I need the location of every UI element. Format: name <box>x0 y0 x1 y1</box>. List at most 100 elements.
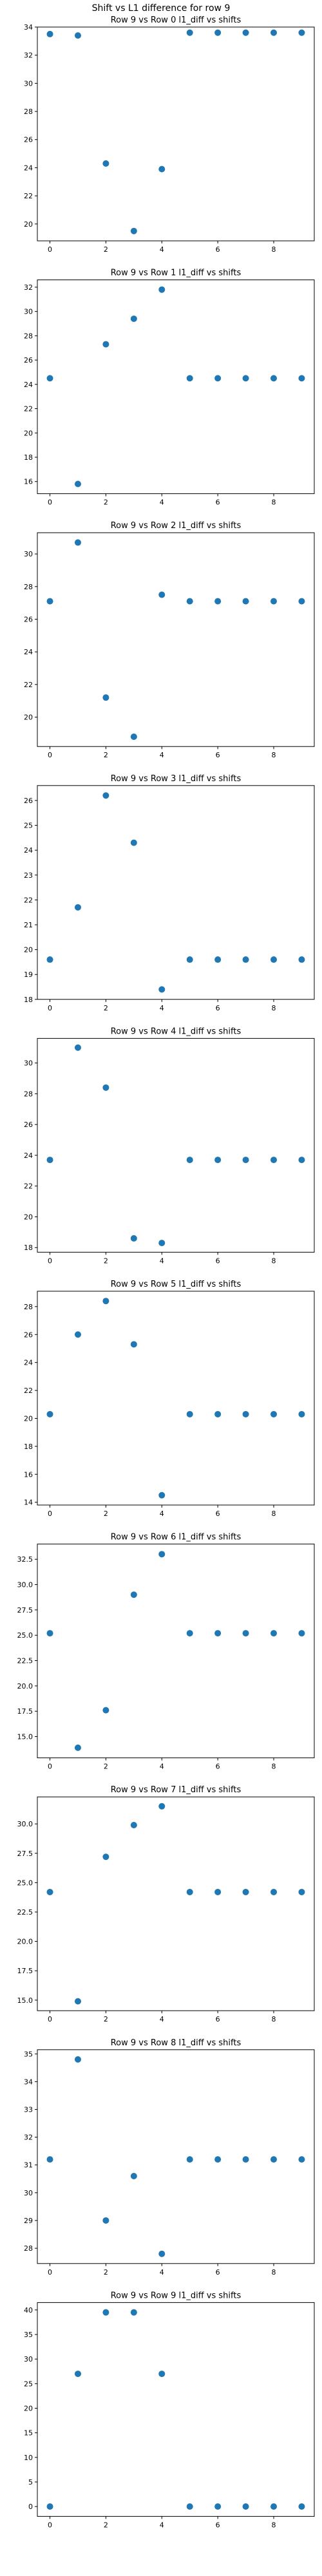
x-tick-label: 4 <box>160 1510 164 1518</box>
axes-frame <box>37 785 315 1000</box>
data-point <box>270 1888 278 1895</box>
x-tick-label: 6 <box>216 498 220 507</box>
data-point <box>298 1888 305 1895</box>
y-tick-label: 17.5 <box>17 1707 33 1716</box>
data-point <box>102 341 109 348</box>
data-point <box>46 2503 53 2510</box>
y-tick-label: 24 <box>24 846 33 855</box>
x-tick-label: 0 <box>48 245 52 254</box>
y-tick-label: 20.0 <box>17 1682 33 1690</box>
x-tick-label: 2 <box>104 1510 108 1518</box>
data-point <box>158 1240 166 1247</box>
y-tick-label: 20 <box>24 1414 33 1423</box>
data-point <box>270 2503 278 2510</box>
y-tick-label: 24 <box>24 1151 33 1160</box>
data-point <box>298 1410 305 1417</box>
data-point <box>214 1630 222 1637</box>
x-tick-label: 4 <box>160 245 164 254</box>
data-point <box>242 1410 249 1417</box>
data-point <box>130 227 137 234</box>
y-tick-label: 24 <box>24 648 33 656</box>
data-point <box>214 1888 222 1895</box>
data-point <box>270 956 278 963</box>
data-point <box>158 2371 166 2378</box>
y-tick-label: 27.5 <box>17 1850 33 1858</box>
panel-8: Row 9 vs Row 8 l1_diff vs shifts 0 2 4 6 8 28 2… <box>24 2038 315 2277</box>
data-point <box>186 598 193 605</box>
data-point <box>102 1298 109 1305</box>
axes-frame <box>37 26 315 242</box>
y-tick-label: 28 <box>24 1090 33 1098</box>
data-point <box>242 29 249 36</box>
y-tick-label: 26 <box>24 136 33 144</box>
data-point <box>46 375 53 382</box>
x-tick-label: 6 <box>216 2268 220 2277</box>
x-tick-label: 2 <box>104 2268 108 2277</box>
data-point <box>298 598 305 605</box>
data-point <box>270 598 278 605</box>
y-tick-label: 30 <box>24 550 33 558</box>
y-tick-label: 20 <box>24 946 33 954</box>
y-tick-label: 35 <box>24 2331 33 2339</box>
data-point <box>46 1630 53 1637</box>
x-tick-label: 2 <box>104 245 108 254</box>
data-point <box>74 904 81 911</box>
data-point <box>74 539 81 546</box>
x-tick-label: 0 <box>48 1763 52 1771</box>
data-point <box>242 956 249 963</box>
x-tick-label: 0 <box>48 2268 52 2277</box>
y-tick-label: 28 <box>24 332 33 340</box>
data-point <box>74 1744 81 1751</box>
y-tick-label: 20 <box>24 714 33 722</box>
x-tick-label: 0 <box>48 498 52 507</box>
x-tick-label: 6 <box>216 2015 220 2023</box>
data-point <box>130 1235 137 1242</box>
panel-title: Row 9 vs Row 7 l1_diff vs shifts <box>111 1785 242 1795</box>
x-tick-label: 6 <box>216 2521 220 2529</box>
data-point <box>270 375 278 382</box>
y-tick-label: 18 <box>24 996 33 1004</box>
x-tick-label: 2 <box>104 751 108 759</box>
x-tick-label: 8 <box>272 245 276 254</box>
data-point <box>158 1803 166 1810</box>
x-tick-label: 2 <box>104 498 108 507</box>
data-point <box>242 1630 249 1637</box>
panel-6: Row 9 vs Row 6 l1_diff vs shifts 0 2 4 6 8 15.… <box>17 1533 315 1771</box>
data-point <box>158 986 166 993</box>
data-point <box>46 30 53 37</box>
y-tick-label: 30.0 <box>17 1581 33 1589</box>
y-tick-label: 30 <box>24 2189 33 2197</box>
x-tick-label: 0 <box>48 2015 52 2023</box>
data-point <box>298 375 305 382</box>
data-point <box>214 2503 222 2510</box>
y-tick-label: 25 <box>24 2380 33 2388</box>
data-point <box>102 1853 109 1861</box>
x-tick-label: 8 <box>272 2015 276 2023</box>
data-point <box>130 733 137 740</box>
data-point <box>46 2156 53 2163</box>
data-point <box>158 286 166 293</box>
data-point <box>214 956 222 963</box>
y-tick-label: 20 <box>24 2404 33 2412</box>
data-point <box>186 956 193 963</box>
axes-frame <box>37 1291 315 1506</box>
x-tick-label: 8 <box>272 498 276 507</box>
data-point <box>214 1410 222 1417</box>
x-tick-label: 4 <box>160 2268 164 2277</box>
data-point <box>158 591 166 598</box>
y-tick-label: 5 <box>28 2478 33 2486</box>
x-tick-label: 8 <box>272 1256 276 1265</box>
panel-7: Row 9 vs Row 7 l1_diff vs shifts 0 2 4 6 8 15.… <box>17 1785 315 2023</box>
panel-title: Row 9 vs Row 6 l1_diff vs shifts <box>111 1533 242 1542</box>
data-point <box>130 2309 137 2316</box>
data-point <box>46 598 53 605</box>
y-tick-label: 19 <box>24 971 33 979</box>
data-point <box>130 839 137 846</box>
y-tick-label: 25.0 <box>17 1879 33 1887</box>
data-point <box>102 792 109 799</box>
x-tick-label: 4 <box>160 751 164 759</box>
y-tick-label: 14 <box>24 1499 33 1507</box>
x-tick-label: 8 <box>272 2521 276 2529</box>
y-tick-label: 30 <box>24 2355 33 2363</box>
